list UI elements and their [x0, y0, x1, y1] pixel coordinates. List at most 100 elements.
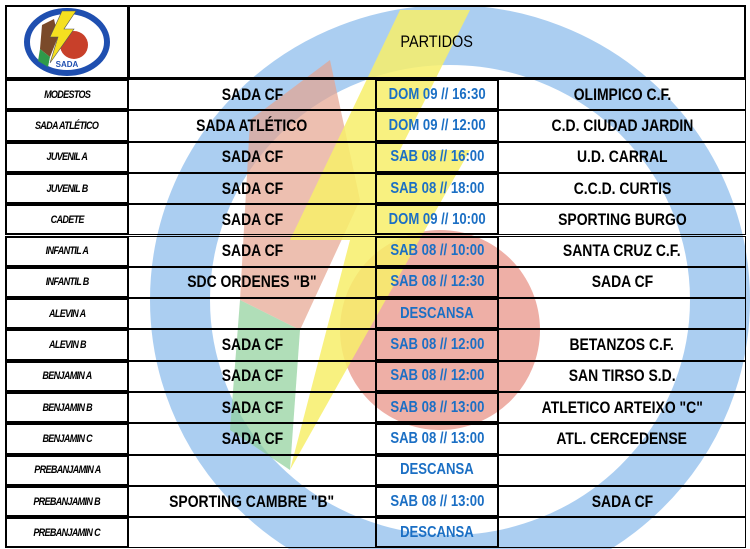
- match-time-cell-text: SAB 08 // 13:00: [389, 492, 485, 510]
- match-time-cell-text: SAB 08 // 10:00: [389, 242, 485, 260]
- category-cell-text: BENJAMIN B: [42, 401, 92, 414]
- home-team-cell-text: SADA CF: [221, 147, 283, 167]
- table-row: JUVENIL B SADA CF SAB 08 // 18:00 C.C.D. CU…: [5, 172, 746, 205]
- away-team-cell: OLIMPICO C.F.: [498, 79, 746, 111]
- category-cell: JUVENIL B: [5, 172, 129, 205]
- home-team-cell: [128, 298, 376, 330]
- table-row: BENJAMIN B SADA CF SAB 08 // 13:00 ATLETICO…: [5, 392, 746, 424]
- category-cell: ALEVIN A: [5, 298, 129, 330]
- home-team-cell: SADA ATLÉTICO: [128, 110, 376, 142]
- away-team-cell: SPORTING BURGO: [498, 204, 746, 236]
- category-cell-text: PREBANJAMIN A: [33, 464, 101, 477]
- home-team-cell-text: SADA CF: [221, 209, 283, 229]
- away-team-cell: SAN TIRSO S.D.: [498, 360, 746, 392]
- away-team-cell-text: SANTA CRUZ C.F.: [563, 241, 681, 261]
- away-team-cell-text: BETANZOS C.F.: [569, 335, 675, 355]
- table-row: PREBANJAMIN A DESCANSA: [5, 454, 746, 486]
- category-cell: PREBANJAMIN C: [5, 517, 129, 549]
- category-cell: JUVENIL A: [5, 141, 129, 173]
- match-time-cell: DOM 09 // 16:30: [375, 79, 499, 111]
- match-time-cell-text: SAB 08 // 18:00: [389, 179, 485, 197]
- away-team-cell: C.C.D. CURTIS: [498, 172, 746, 205]
- away-team-cell: [498, 298, 746, 330]
- table-row: ALEVIN B SADA CF SAB 08 // 12:00 BETANZOS C…: [5, 329, 746, 361]
- away-team-cell-text: SADA CF: [591, 491, 653, 511]
- away-team-cell: [498, 517, 746, 549]
- away-team-cell-text: U.D. CARRAL: [576, 147, 668, 167]
- match-time-cell-text: DESCANSA: [400, 523, 474, 541]
- home-team-cell: SADA CF: [128, 204, 376, 236]
- away-team-cell-text: SAN TIRSO S.D.: [568, 366, 676, 386]
- away-team-cell: SADA CF: [498, 266, 746, 299]
- home-team-cell: SADA CF: [128, 392, 376, 424]
- match-time-cell-text: DOM 09 // 16:30: [388, 85, 486, 103]
- category-cell: ALEVIN B: [5, 329, 129, 361]
- table-row: SADA ATLÉTICO SADA ATLÉTICO DOM 09 // 12:0…: [5, 110, 746, 142]
- table-row: JUVENIL A SADA CF SAB 08 // 16:00 U.D. CARR…: [5, 141, 746, 173]
- table-row: BENJAMIN C SADA CF SAB 08 // 13:00 ATL. CER…: [5, 423, 746, 455]
- category-cell-text: ALEVIN B: [48, 339, 87, 352]
- away-team-cell-text: SADA CF: [591, 272, 653, 292]
- category-cell-text: INFANTIL A: [45, 245, 89, 258]
- match-time-cell-text: SAB 08 // 13:00: [389, 398, 485, 416]
- match-time-cell: SAB 08 // 13:00: [375, 392, 499, 424]
- match-time-cell-text: DESCANSA: [400, 461, 474, 479]
- away-team-cell-text: OLIMPICO C.F.: [573, 84, 671, 104]
- category-cell: BENJAMIN B: [5, 392, 129, 424]
- away-team-cell: SANTA CRUZ C.F.: [498, 235, 746, 267]
- away-team-cell: C.D. CIUDAD JARDIN: [498, 110, 746, 142]
- match-time-cell: SAB 08 // 10:00: [375, 235, 499, 267]
- away-team-cell: ATLETICO ARTEIXO "C": [498, 392, 746, 424]
- match-time-cell: SAB 08 // 12:30: [375, 266, 499, 299]
- match-time-cell: DOM 09 // 10:00: [375, 204, 499, 236]
- away-team-cell: U.D. CARRAL: [498, 141, 746, 173]
- table-row: MODESTOS SADA CF DOM 09 // 16:30 OLIMPICO C…: [5, 79, 746, 111]
- home-team-cell: SADA CF: [128, 141, 376, 173]
- away-team-cell: SADA CF: [498, 485, 746, 518]
- match-time-cell-text: SAB 08 // 12:30: [389, 273, 485, 291]
- match-time-cell: DESCANSA: [375, 454, 499, 486]
- home-team-cell: [128, 517, 376, 549]
- category-cell-text: BENJAMIN A: [42, 370, 92, 383]
- match-time-cell: SAB 08 // 13:00: [375, 423, 499, 455]
- match-time-cell-text: DOM 09 // 12:00: [388, 116, 486, 134]
- table-row: INFANTIL A SADA CF SAB 08 // 10:00 SANTA CR…: [5, 235, 746, 267]
- away-team-cell-text: C.C.D. CURTIS: [573, 178, 671, 198]
- svg-text:SADA: SADA: [56, 60, 79, 69]
- home-team-cell: SPORTING CAMBRE "B": [128, 485, 376, 518]
- category-cell: MODESTOS: [5, 79, 129, 111]
- home-team-cell-text: SADA CF: [221, 397, 283, 417]
- match-time-cell-text: SAB 08 // 12:00: [389, 367, 485, 385]
- category-cell-text: CADETE: [50, 213, 84, 226]
- category-cell-text: INFANTIL B: [45, 276, 90, 289]
- home-team-cell-text: SADA CF: [221, 178, 283, 198]
- category-cell-text: ALEVIN A: [48, 307, 86, 320]
- home-team-cell-text: SADA CF: [221, 366, 283, 386]
- club-logo: SADA: [5, 5, 129, 79]
- category-cell-text: BENJAMIN C: [42, 432, 92, 445]
- category-cell: SADA ATLÉTICO: [5, 110, 129, 142]
- match-time-cell: SAB 08 // 12:00: [375, 360, 499, 392]
- home-team-cell-text: SDC ORDENES "B": [187, 272, 317, 292]
- home-team-cell: SADA CF: [128, 79, 376, 111]
- category-cell-text: SADA ATLÉTICO: [35, 119, 99, 132]
- table-row: BENJAMIN A SADA CF SAB 08 // 12:00 SAN TIRS…: [5, 360, 746, 392]
- category-cell-text: PREBANJAMIN B: [33, 495, 101, 508]
- home-team-cell: SADA CF: [128, 423, 376, 455]
- away-team-cell: BETANZOS C.F.: [498, 329, 746, 361]
- category-cell: INFANTIL B: [5, 266, 129, 299]
- match-time-cell-text: DESCANSA: [400, 304, 474, 322]
- table-row: CADETE SADA CF DOM 09 // 10:00 SPORTING BUR…: [5, 204, 746, 236]
- home-team-cell-text: SADA CF: [221, 335, 283, 355]
- category-cell-text: JUVENIL A: [46, 151, 88, 164]
- home-team-cell-text: SADA CF: [221, 84, 283, 104]
- match-time-cell: DESCANSA: [375, 298, 499, 330]
- away-team-cell-text: C.D. CIUDAD JARDIN: [551, 115, 693, 135]
- away-team-cell-text: ATLETICO ARTEIXO "C": [541, 397, 703, 417]
- table-row: INFANTIL B SDC ORDENES "B" SAB 08 // 12:30…: [5, 266, 746, 299]
- match-time-cell: DESCANSA: [375, 517, 499, 549]
- category-cell: PREBANJAMIN B: [5, 485, 129, 518]
- home-team-cell: SADA CF: [128, 172, 376, 205]
- match-time-cell-text: SAB 08 // 13:00: [389, 429, 485, 447]
- home-team-cell: SADA CF: [128, 329, 376, 361]
